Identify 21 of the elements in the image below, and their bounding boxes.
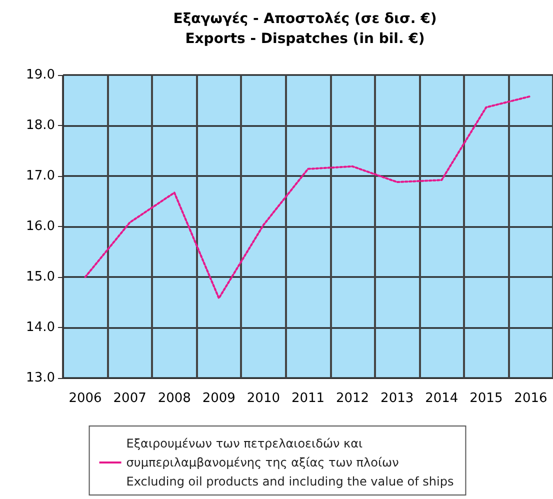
- y-tick-label: 17.0: [26, 168, 55, 184]
- y-tick-label: 18.0: [26, 118, 55, 133]
- x-tick-label: 2015: [470, 391, 503, 406]
- y-tick-label: 14.0: [26, 320, 55, 335]
- x-tick-label: 2010: [246, 391, 280, 406]
- legend-label: Εξαιρουμένων των πετρελαιοειδών και συμπεριλαμβανομένης της αξίας των πλοίων Excluding oil products and including the value of ships: [126, 436, 454, 488]
- y-tick-label: 15.0: [26, 270, 55, 284]
- x-tick-label: 2013: [380, 391, 414, 406]
- x-tick-label: 2011: [291, 391, 325, 406]
- line-series: [84, 95, 532, 300]
- x-tick-label: 2014: [425, 391, 458, 406]
- y-tick-label: 19.0: [26, 68, 55, 82]
- x-tick-label: 2012: [336, 391, 370, 406]
- x-tick-label: 2016: [514, 391, 548, 406]
- x-tick-label: 2007: [113, 391, 146, 406]
- x-tick-label: 2008: [158, 391, 191, 406]
- y-tick-label: 16.0: [26, 219, 55, 234]
- x-tick-label: 2006: [68, 391, 102, 406]
- x-tick-label: 2009: [202, 391, 236, 406]
- chart-title: Εξαγωγές - Αποστολές (σε δισ. €) Exports - Dispatches (in bil. €): [173, 11, 437, 47]
- y-tick-label: 13.0: [26, 370, 55, 386]
